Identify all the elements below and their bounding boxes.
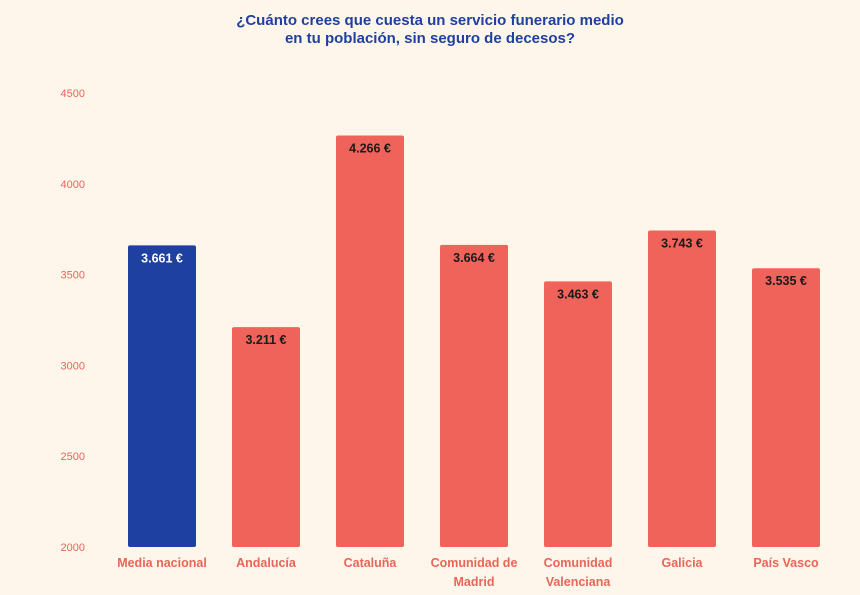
bar-2 xyxy=(336,135,404,548)
y-tick-label-4000: 4000 xyxy=(61,179,85,191)
chart-title-line-1: ¿Cuánto crees que cuesta un servicio fun… xyxy=(236,12,624,29)
y-tick-label-3500: 3500 xyxy=(61,270,85,282)
bar-value-label-3: 3.664 € xyxy=(453,251,495,265)
category-label-4-0: Comunidad xyxy=(544,556,613,570)
bar-value-label-1: 3.211 € xyxy=(245,333,286,347)
y-tick-label-2500: 2500 xyxy=(61,451,85,463)
bar-5 xyxy=(648,230,716,548)
bar-value-label-2: 4.266 € xyxy=(349,141,391,155)
bar-value-label-6: 3.535 € xyxy=(765,274,807,288)
category-label-3-1: Madrid xyxy=(454,575,495,589)
bar-0 xyxy=(128,245,196,547)
category-label-3-0: Comunidad de xyxy=(431,556,518,570)
chart-title-line-2: en tu población, sin seguro de decesos? xyxy=(284,30,576,47)
category-label-1-0: Andalucía xyxy=(236,556,297,570)
bar-6 xyxy=(752,268,820,547)
bar-value-label-5: 3.743 € xyxy=(661,236,703,250)
bar-1 xyxy=(232,327,300,547)
category-label-0-0: Media nacional xyxy=(117,556,207,570)
bar-4 xyxy=(544,281,612,547)
bar-value-label-4: 3.463 € xyxy=(557,287,599,301)
bar-3 xyxy=(440,244,508,547)
category-label-4-1: Valenciana xyxy=(546,575,612,589)
y-tick-label-4500: 4500 xyxy=(61,88,85,100)
category-label-2-0: Cataluña xyxy=(344,556,398,570)
bar-value-label-0: 3.661 € xyxy=(141,251,183,265)
category-label-5-0: Galicia xyxy=(662,556,704,570)
y-tick-label-3000: 3000 xyxy=(61,360,85,372)
y-tick-label-2000: 2000 xyxy=(61,542,85,554)
category-label-6-0: País Vasco xyxy=(753,556,819,570)
